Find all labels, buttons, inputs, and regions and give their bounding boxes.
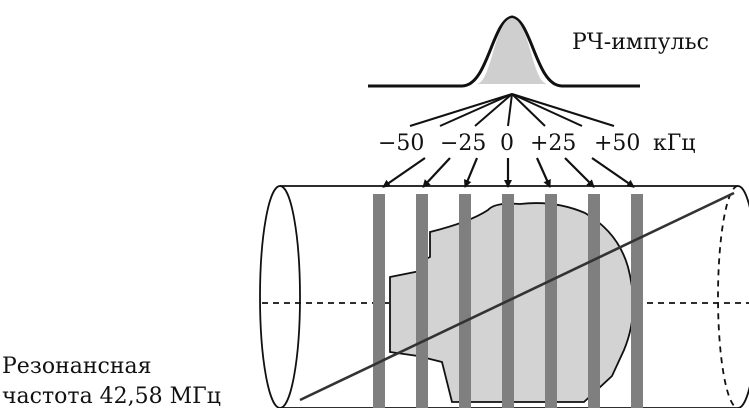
frequency-unit-label: кГц: [653, 131, 695, 156]
slice-arrows: [382, 157, 635, 188]
slice-bars: [373, 194, 643, 408]
offset-label-minus50: −50: [378, 131, 424, 156]
frequency-offset-labels: −50 −25 0 +25 +50 кГц: [378, 131, 695, 156]
slice-bar: [416, 194, 428, 408]
rf-pulse-label: РЧ-импульс: [572, 30, 709, 55]
bore-front-ellipse: [259, 185, 301, 408]
bore-back-ellipse-front: [737, 185, 749, 408]
rf-pulse-fill: [476, 18, 548, 84]
gradient-line: [299, 191, 735, 402]
slice-bar: [459, 194, 471, 408]
slice-bar: [631, 194, 643, 408]
offset-label-zero: 0: [500, 131, 514, 156]
offset-label-plus50: +50: [594, 131, 640, 156]
slice-bar: [373, 194, 385, 408]
resonance-label-line2: частота 42,58 МГц: [2, 384, 221, 408]
slice-bar: [588, 194, 600, 408]
offset-label-plus25: +25: [530, 131, 576, 156]
pulse-fan-lines: [409, 93, 615, 127]
resonance-label-line1: Резонансная: [2, 354, 152, 379]
slice-bar: [545, 194, 557, 408]
rf-pulse-curve: [368, 15, 640, 88]
bore-back-ellipse-hidden: [717, 185, 739, 408]
offset-label-minus25: −25: [440, 131, 486, 156]
